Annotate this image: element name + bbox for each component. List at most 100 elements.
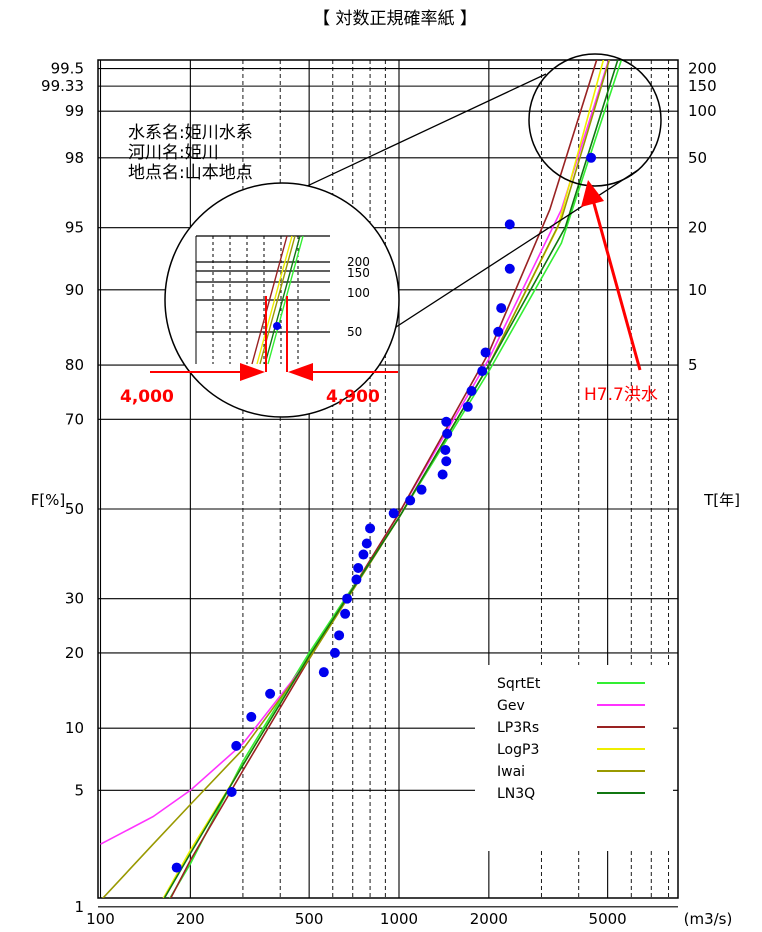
data-point [477, 366, 488, 377]
data-point [441, 456, 452, 467]
y-label-right: T[年] [703, 491, 740, 509]
data-point [466, 385, 477, 396]
chart-title: 【 対数正規確率紙 】 [313, 9, 477, 29]
zoom-source-circle [528, 53, 662, 187]
x-tick-label: 500 [295, 910, 324, 928]
info-line-1: 水系名:姫川水系 [128, 123, 253, 143]
legend-label-gev: Gev [497, 698, 525, 714]
data-point [353, 563, 364, 574]
t-tick-label: 20 [688, 219, 707, 237]
legend-box [475, 665, 673, 851]
x-tick-label: 5000 [589, 910, 627, 928]
plot-frame [97, 59, 679, 899]
f-tick-label: 90 [65, 281, 84, 299]
f-tick-label: 99.33 [41, 77, 84, 95]
legend-label-ln3q: LN3Q [497, 786, 535, 802]
x-unit-label: (m3/s) [684, 910, 733, 928]
red-annotations: 4,000 4,900 H7.7洪水 [120, 180, 658, 407]
data-point [334, 630, 345, 641]
flood-label: H7.7洪水 [584, 385, 658, 405]
data-point [318, 667, 329, 678]
t-tick-label: 5 [688, 356, 698, 374]
inset-t-label-100: 100 [347, 286, 370, 300]
data-point [416, 484, 427, 495]
data-point [441, 416, 452, 427]
flood-arrow-shaft [591, 199, 642, 371]
legend-label-lp3rs: LP3Rs [497, 720, 539, 736]
t-tick-label: 200 [688, 60, 717, 78]
data-point [437, 469, 448, 480]
data-point [586, 152, 597, 163]
t-tick-label: 150 [688, 77, 717, 95]
t-tick-label: 50 [688, 149, 707, 167]
x-tick-label: 100 [86, 910, 115, 928]
flood-arrow-head [581, 180, 604, 207]
zoom-callout: 200 150 100 50 [164, 53, 662, 418]
data-point [265, 688, 276, 699]
t-tick-label: 10 [688, 281, 707, 299]
f-tick-label: 80 [65, 356, 84, 374]
legend-label-iwai: Iwai [497, 764, 525, 780]
inset-curve-logp3 [256, 235, 293, 365]
f-tick-label: 30 [65, 590, 84, 608]
data-point [358, 549, 369, 560]
legend: SqrtEt Gev LP3Rs LogP3 Iwai LN3Q [475, 665, 673, 851]
x-tick-label: 200 [176, 910, 205, 928]
x-tick-label: 1000 [380, 910, 418, 928]
observed-points [171, 152, 597, 873]
data-point [405, 495, 416, 506]
series-curve-ln3q [163, 60, 619, 898]
f-tick-label: 95 [65, 219, 84, 237]
data-point [342, 593, 353, 604]
data-point [493, 326, 504, 337]
data-point [365, 523, 376, 534]
f-tick-label: 5 [74, 781, 84, 799]
inset-flood-point [273, 322, 281, 330]
inset-curve-lp3rs [251, 235, 288, 365]
legend-label-logp3: LogP3 [497, 742, 539, 758]
grid [98, 60, 678, 908]
data-point [462, 401, 473, 412]
info-line-3: 地点名:山本地点 [128, 163, 253, 183]
data-point [329, 647, 340, 658]
f-tick-label: 99.5 [51, 60, 84, 78]
info-line-2: 河川名:姫川 [128, 143, 219, 163]
f-tick-label: 99 [65, 102, 84, 120]
inset-t-label-200: 200 [347, 255, 370, 269]
data-point [496, 303, 507, 314]
data-point [480, 347, 491, 358]
inset-curve-ln3q [264, 235, 301, 365]
y-label-left: F[%] [31, 491, 66, 509]
info-box: 水系名:姫川水系 河川名:姫川 地点名:山本地点 [128, 123, 253, 183]
right-arrow-head [288, 363, 313, 381]
f-tick-label: 50 [65, 500, 84, 518]
data-point [442, 428, 453, 439]
inset-t-label-50: 50 [347, 325, 362, 339]
data-point [231, 740, 242, 751]
f-tick-label: 1 [74, 898, 84, 916]
f-tick-label: 20 [65, 644, 84, 662]
left-arrow-head [240, 363, 265, 381]
x-tick-label: 2000 [470, 910, 508, 928]
f-tick-label: 10 [65, 719, 84, 737]
data-point [246, 711, 257, 722]
data-point [388, 508, 399, 519]
data-point [340, 608, 351, 619]
legend-label-sqrtet: SqrtEt [497, 676, 541, 692]
data-point [351, 574, 362, 585]
inset-curve-sqrtet [267, 235, 304, 365]
data-point [226, 786, 237, 797]
inset-t-label-150: 150 [347, 266, 370, 280]
f-tick-label: 98 [65, 149, 84, 167]
inset-grid [195, 235, 330, 364]
x-tick-labels: 100 200 500 1000 2000 5000 [86, 910, 627, 928]
f-tick-label: 70 [65, 410, 84, 428]
t-tick-label: 100 [688, 102, 717, 120]
right-value-label: 4,900 [326, 387, 380, 407]
series-curve-iwai [101, 60, 611, 898]
data-point [504, 263, 515, 274]
data-point [504, 219, 515, 230]
